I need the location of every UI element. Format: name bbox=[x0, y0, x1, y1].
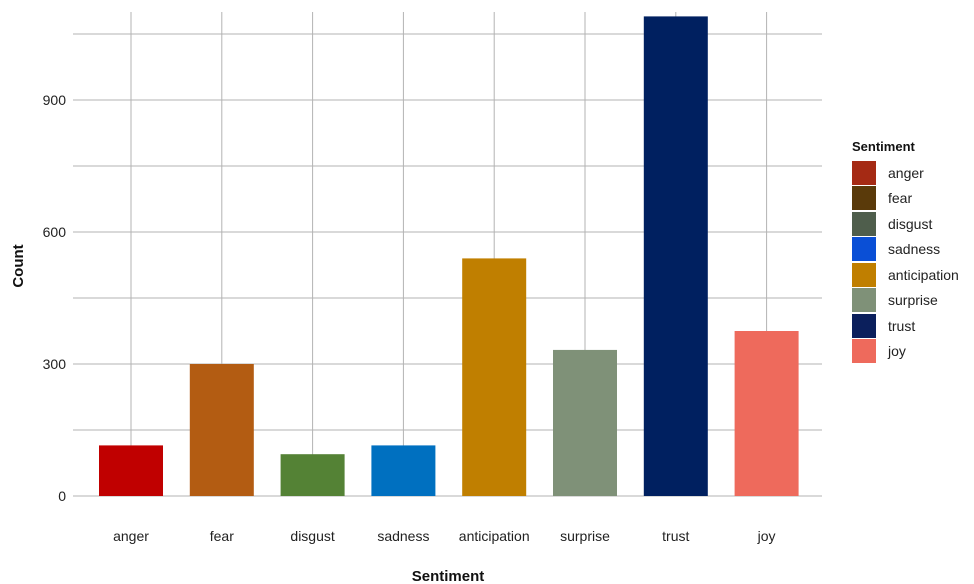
bar-trust bbox=[643, 16, 708, 497]
bar-surprise bbox=[553, 349, 617, 496]
bar-joy bbox=[734, 331, 799, 496]
y-tick-label: 600 bbox=[43, 224, 67, 240]
legend-swatch bbox=[852, 186, 876, 211]
legend: Sentiment anger fear disgust sadness anticip… bbox=[852, 139, 959, 364]
legend-item: joy bbox=[852, 339, 959, 365]
legend-label: joy bbox=[888, 343, 906, 360]
x-tick-label: joy bbox=[757, 528, 776, 544]
y-tick-label: 0 bbox=[58, 488, 66, 504]
legend-item: disgust bbox=[852, 211, 959, 237]
x-tick-label: anticipation bbox=[459, 528, 530, 544]
bar-disgust bbox=[280, 454, 345, 496]
legend-label: fear bbox=[888, 190, 913, 207]
x-tick-label: fear bbox=[210, 528, 234, 544]
legend-label: anger bbox=[888, 164, 924, 181]
legend-label: trust bbox=[888, 317, 916, 334]
bar-anger bbox=[99, 445, 163, 496]
legend-swatch bbox=[852, 339, 876, 364]
legend-item: sadness bbox=[852, 237, 959, 263]
legend-label: disgust bbox=[888, 215, 933, 232]
legend-title: Sentiment bbox=[852, 139, 915, 154]
legend-item: fear bbox=[852, 186, 959, 212]
x-axis-title: Sentiment bbox=[412, 568, 485, 584]
legend-swatch bbox=[852, 211, 876, 236]
gridlines bbox=[73, 12, 822, 497]
bar-anticipation bbox=[462, 258, 527, 496]
bars bbox=[99, 16, 799, 497]
y-axis-ticks: 0 300 600 900 bbox=[43, 92, 67, 504]
bar-sadness bbox=[371, 445, 436, 496]
legend-items: anger fear disgust sadness anticipation surpr… bbox=[852, 160, 959, 364]
legend-item: surprise bbox=[852, 288, 959, 314]
legend-swatch bbox=[852, 288, 876, 313]
legend-label: anticipation bbox=[888, 266, 959, 283]
legend-item: anticipation bbox=[852, 262, 959, 288]
bar-fear bbox=[189, 364, 254, 496]
y-tick-label: 300 bbox=[43, 356, 67, 372]
legend-swatch bbox=[852, 160, 876, 185]
legend-swatch bbox=[852, 313, 876, 338]
x-axis-ticks: anger fear disgust sadness anticipation surpr… bbox=[113, 528, 775, 544]
legend-label: surprise bbox=[888, 292, 938, 309]
legend-swatch bbox=[852, 262, 876, 287]
legend-label: sadness bbox=[888, 241, 941, 258]
legend-item: anger bbox=[852, 160, 959, 186]
y-tick-label: 900 bbox=[43, 92, 67, 108]
legend-item: trust bbox=[852, 313, 959, 339]
x-tick-label: surprise bbox=[560, 528, 610, 544]
x-tick-label: disgust bbox=[290, 528, 334, 544]
x-tick-label: sadness bbox=[377, 528, 429, 544]
y-axis-title: Count bbox=[10, 244, 27, 287]
x-tick-label: anger bbox=[113, 528, 149, 544]
x-tick-label: trust bbox=[662, 528, 689, 544]
legend-swatch bbox=[852, 237, 876, 262]
